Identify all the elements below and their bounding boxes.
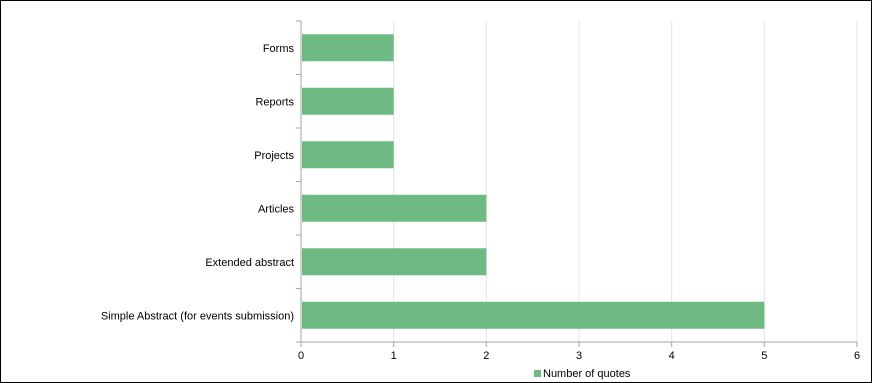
axes [296,20,858,347]
bar [302,141,394,169]
gridlines [393,21,858,342]
category-label: Projects [254,150,294,162]
category-label: Articles [258,203,295,215]
x-tick-label: 1 [391,350,397,362]
legend: Number of quotes [534,368,631,380]
category-label: Extended abstract [205,257,294,269]
category-label: Forms [263,43,295,55]
bar [302,301,765,329]
category-label: Reports [255,96,294,108]
bar [302,87,394,115]
x-tick-label: 2 [483,350,489,362]
x-tick-labels: 0 1 2 3 4 5 6 [298,350,860,362]
legend-swatch [534,370,541,377]
legend-label: Number of quotes [543,368,631,380]
category-labels: Forms Reports Projects Articles Extended abs… [101,43,295,323]
bar [302,34,394,62]
x-tick-label: 6 [854,350,860,362]
x-tick-label: 4 [669,350,675,362]
bar [302,194,487,222]
x-tick-label: 0 [298,350,304,362]
x-tick-label: 5 [761,350,767,362]
category-label: Simple Abstract (for events submission) [101,310,294,322]
bars [302,34,765,329]
x-tick-label: 3 [576,350,582,362]
bar [302,248,487,276]
